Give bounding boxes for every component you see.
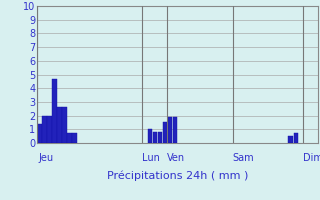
- Bar: [168, 117, 172, 143]
- Bar: [173, 117, 177, 143]
- Bar: [37, 124, 42, 143]
- Text: Précipitations 24h ( mm ): Précipitations 24h ( mm ): [107, 170, 248, 181]
- Text: Jeu: Jeu: [38, 153, 53, 163]
- Bar: [72, 133, 77, 143]
- Text: Dim: Dim: [303, 153, 320, 163]
- Text: Sam: Sam: [232, 153, 254, 163]
- Bar: [52, 79, 57, 143]
- Bar: [289, 136, 293, 143]
- Text: Ven: Ven: [167, 153, 185, 163]
- Bar: [153, 132, 157, 143]
- Bar: [293, 133, 298, 143]
- Text: Lun: Lun: [141, 153, 159, 163]
- Bar: [158, 132, 162, 143]
- Bar: [163, 122, 167, 143]
- Bar: [57, 107, 62, 143]
- Bar: [47, 116, 52, 143]
- Bar: [67, 133, 72, 143]
- Bar: [42, 116, 47, 143]
- Bar: [148, 129, 152, 143]
- Bar: [62, 107, 67, 143]
